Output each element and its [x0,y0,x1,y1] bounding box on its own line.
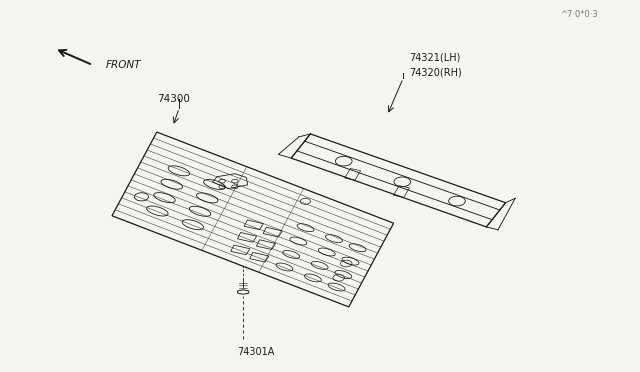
Text: 74300: 74300 [157,94,189,103]
Text: 74301A: 74301A [237,347,275,356]
Text: ^7·0*0·3: ^7·0*0·3 [561,10,598,19]
Text: FRONT: FRONT [106,60,141,70]
Text: 74321(LH): 74321(LH) [410,53,461,62]
Polygon shape [237,290,249,294]
Text: 74320(RH): 74320(RH) [410,68,462,77]
